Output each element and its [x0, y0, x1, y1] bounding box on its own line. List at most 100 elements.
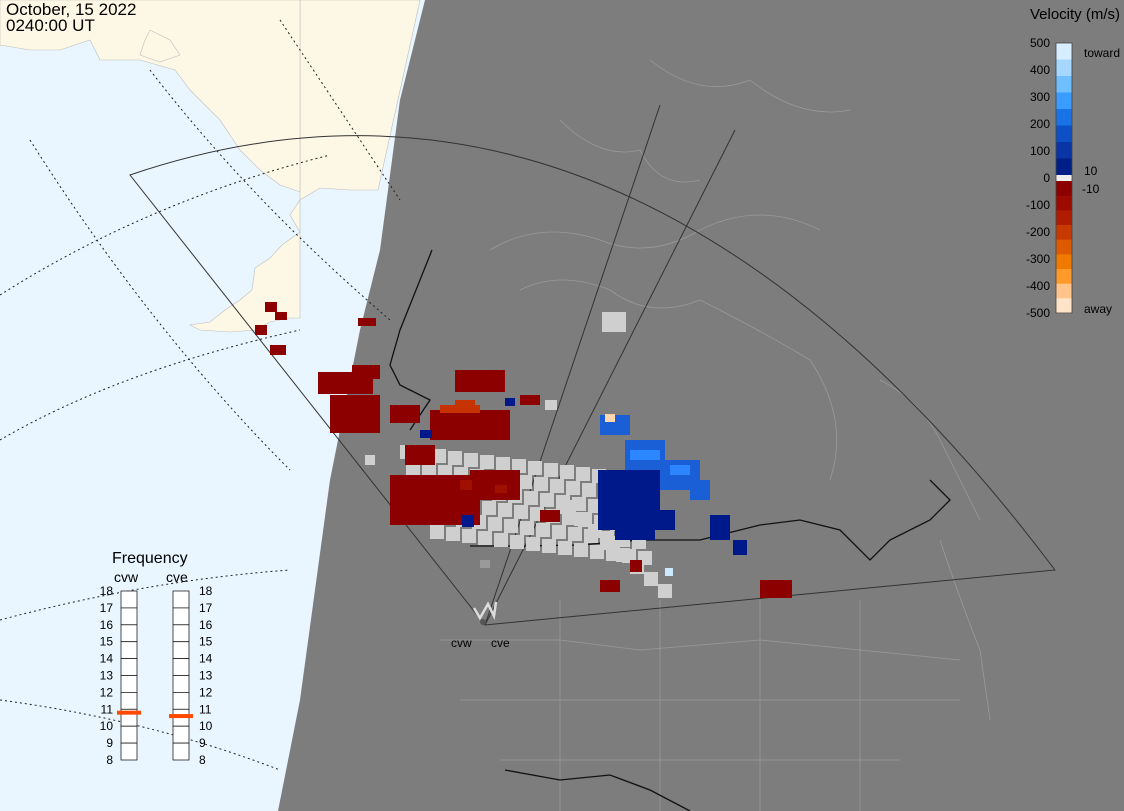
colorbar-tick-label: 500	[1030, 36, 1050, 50]
frequency-scale-label: 18	[100, 584, 114, 598]
velocity-cell	[480, 455, 494, 469]
colorbar-tick-label: 100	[1030, 144, 1050, 158]
frequency-bin	[172, 590, 190, 609]
frequency-scale-label: 9	[106, 736, 113, 750]
velocity-cell	[358, 318, 376, 326]
colorbar-tick-label: -300	[1026, 252, 1050, 266]
velocity-cell	[430, 410, 510, 440]
velocity-cell	[574, 543, 588, 557]
colorbar-swatch	[1056, 125, 1072, 143]
velocity-cell	[670, 465, 690, 475]
frequency-scale-label: 17	[199, 601, 213, 615]
frequency-scale-label: 13	[199, 669, 213, 683]
velocity-cell	[576, 467, 590, 481]
colorbar-zero-band	[1056, 175, 1072, 181]
velocity-cell	[526, 537, 540, 551]
colorbar-swatch	[1056, 254, 1072, 270]
frequency-bin	[172, 742, 190, 761]
colorbar-swatch	[1056, 181, 1072, 197]
site-label-cvw: cvw	[451, 636, 472, 650]
velocity-cell	[655, 510, 675, 530]
velocity-cell	[658, 584, 672, 598]
colorbar-tick-label: 0	[1043, 171, 1050, 185]
frequency-scale-label: 18	[199, 584, 213, 598]
velocity-cell	[582, 483, 596, 497]
velocity-cells	[255, 302, 792, 598]
colorbar-swatch	[1056, 195, 1072, 211]
colorbar-swatch	[1056, 158, 1072, 176]
velocity-cell	[550, 479, 564, 493]
velocity-cell	[616, 548, 630, 562]
frequency-scale-label: 11	[199, 702, 212, 716]
frequency-cvw-label: cvw	[114, 569, 139, 585]
frequency-bin	[120, 607, 138, 626]
colorbar-swatch	[1056, 92, 1072, 110]
frequency-bin	[120, 641, 138, 660]
frequency-bin	[172, 658, 190, 676]
frequency-scale-label: 13	[100, 669, 114, 683]
velocity-cell	[733, 540, 747, 555]
velocity-cell	[420, 430, 432, 438]
velocity-cell	[542, 539, 556, 553]
colorbar-tick-label: -200	[1026, 225, 1050, 239]
graticule	[0, 19, 401, 771]
colorbar-tick-label: -400	[1026, 279, 1050, 293]
colorbar-tick-label: 200	[1030, 117, 1050, 131]
velocity-cell	[455, 400, 475, 406]
velocity-cell	[558, 541, 572, 555]
date-label: October, 15 2022	[6, 0, 137, 19]
colorbar-frame	[1055, 42, 1073, 314]
velocity-cell	[534, 477, 548, 491]
velocity-cell	[455, 370, 505, 392]
velocity-cell	[560, 465, 574, 479]
frequency-bin	[120, 590, 138, 609]
frequency-marker	[117, 710, 141, 715]
velocity-cell	[710, 515, 730, 540]
frequency-scale-label: 11	[101, 702, 114, 716]
frequency-bin	[172, 641, 190, 660]
colorbar-tick-label: -100	[1026, 198, 1050, 212]
frequency-marker	[169, 714, 193, 719]
velocity-cell	[574, 512, 588, 526]
colorbar-swatch	[1056, 76, 1072, 93]
frequency-bin	[172, 725, 190, 744]
velocity-cell	[494, 533, 508, 547]
legend-title: Velocity (m/s)	[1029, 6, 1120, 23]
frequency-bin	[172, 607, 190, 626]
velocity-cell	[520, 521, 534, 535]
velocity-cell	[448, 451, 462, 465]
frequency-scale-label: 14	[100, 652, 114, 666]
frequency-scale-label: 17	[100, 601, 114, 615]
frequency-panel: 18 18 17 17 16 16 15 15 14 14 13 13 12 12 11 11 10 10 9 9 8 8	[100, 584, 213, 767]
velocity-cell	[365, 455, 375, 465]
velocity-cell	[480, 560, 490, 568]
frequency-scale-label: 15	[100, 635, 114, 649]
velocity-cell	[514, 505, 528, 519]
frequency-title: Frequency	[112, 550, 188, 567]
velocity-cell	[560, 500, 574, 514]
velocity-cell	[552, 525, 566, 539]
velocity-cell	[630, 560, 642, 572]
velocity-cell	[600, 580, 620, 592]
velocity-cell	[478, 531, 492, 545]
colorbar-tick-label: -500	[1026, 306, 1050, 320]
radar-site-markers	[472, 601, 498, 625]
velocity-cell	[572, 497, 586, 511]
colorbar-swatch	[1056, 59, 1072, 77]
frequency-bin	[120, 725, 138, 744]
velocity-cell	[496, 457, 510, 471]
velocity-cell	[505, 398, 515, 406]
colorbar-away-label: away	[1084, 302, 1112, 316]
velocity-cell	[432, 449, 446, 463]
velocity-cell	[405, 445, 435, 465]
velocity-cell	[590, 545, 604, 559]
velocity-cell	[615, 520, 655, 540]
velocity-cell	[536, 523, 550, 537]
colorbar-swatch	[1056, 298, 1072, 314]
velocity-cell	[630, 450, 660, 460]
site-label-cve: cve	[491, 636, 510, 650]
velocity-cell	[462, 515, 474, 527]
frequency-bin	[172, 692, 190, 710]
frequency-bin	[120, 624, 138, 643]
velocity-cell	[540, 493, 554, 507]
